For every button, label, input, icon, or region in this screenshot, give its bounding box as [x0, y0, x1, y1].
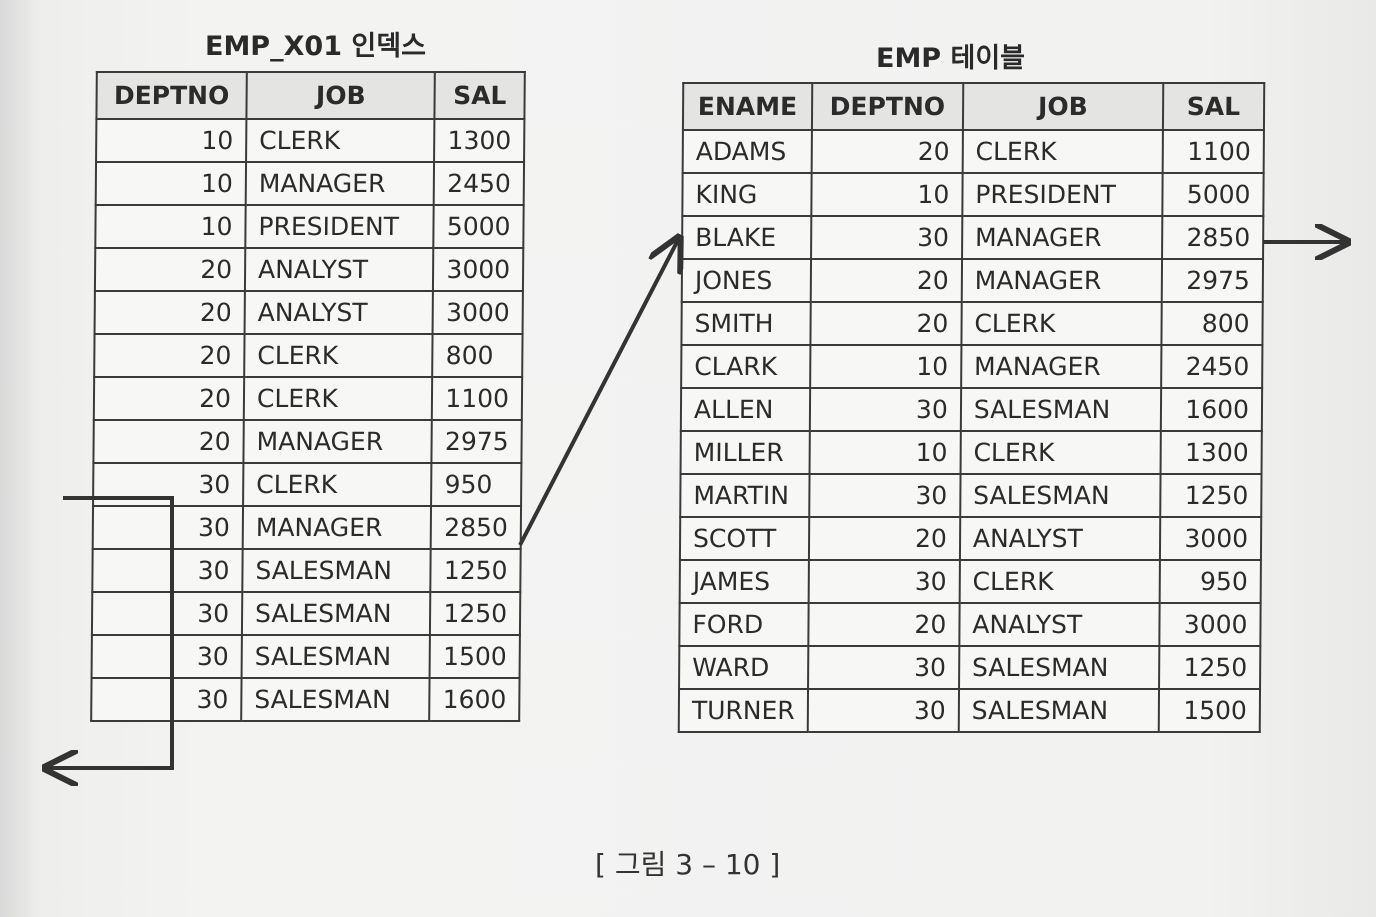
rowid-lookup-arrow	[518, 240, 678, 546]
figure-caption: [ 그림 3 – 10 ]	[595, 848, 781, 881]
index-scan-bracket-arrow	[48, 496, 174, 768]
emp-table-title: EMP 테이블	[876, 43, 1026, 74]
index-table-title: EMP_X01 인덱스	[205, 31, 426, 62]
